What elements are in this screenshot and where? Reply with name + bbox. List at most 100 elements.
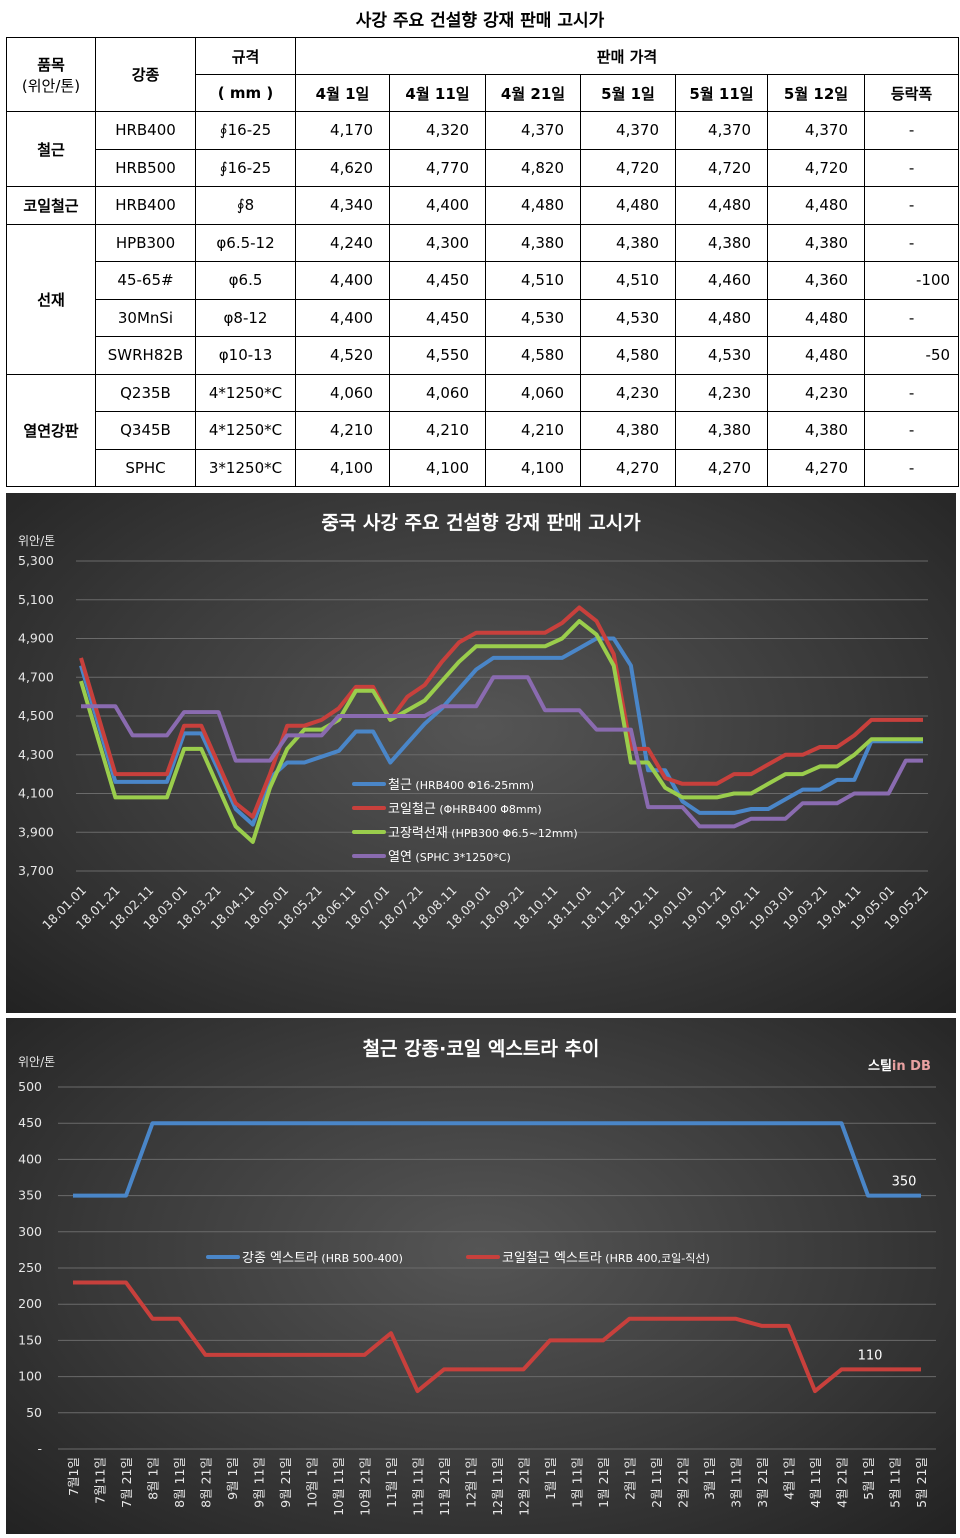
change-cell: -100	[863, 261, 960, 300]
header-date: 5월 11일	[675, 74, 768, 112]
legend-label: 고장력선재 (HPB300 Φ6.5~12mm)	[388, 826, 578, 841]
series-line	[79, 605, 923, 819]
header-date: 4월 21일	[485, 74, 581, 112]
spec-cell: ∮8	[195, 186, 296, 225]
price-cell: 4,060	[389, 373, 486, 412]
price-cell: 4,380	[485, 223, 581, 262]
y-tick-label: 4,700	[18, 669, 54, 684]
x-tick-label: 9월 1일	[225, 1457, 240, 1500]
spec-cell: φ8-12	[195, 298, 296, 337]
x-tick-label: 11월 1일	[384, 1457, 399, 1508]
price-cell: 4,480	[767, 298, 865, 337]
price-cell: 4,100	[485, 448, 581, 487]
grade-cell: HRB500	[95, 148, 196, 187]
legend-label: 강종 엑스트라 (HRB 500-400)	[242, 1251, 403, 1266]
y-tick-label: 150	[18, 1332, 42, 1347]
y-tick-label: 400	[18, 1151, 42, 1166]
price-cell: 4,510	[485, 261, 581, 300]
price-cell: 4,530	[580, 298, 676, 337]
price-cell: 4,580	[485, 336, 581, 375]
header-spec: 규격	[195, 37, 296, 75]
price-cell: 4,400	[389, 186, 486, 225]
y-tick-label: 300	[18, 1224, 42, 1239]
price-cell: 4,270	[675, 448, 768, 487]
header-item: 품목 (위안/톤)	[6, 37, 96, 112]
x-tick-label: 8월 11일	[172, 1457, 187, 1508]
grade-cell: Q235B	[95, 373, 196, 412]
x-tick-label: 2월 1일	[623, 1457, 638, 1500]
x-tick-label: 3월 11일	[729, 1457, 744, 1508]
series-line	[73, 1280, 921, 1394]
table-row: 선재 HPB300 φ6.5-12 4,240 4,300 4,380 4,380 4,380…	[6, 223, 960, 375]
x-tick-label: 12월 21일	[517, 1457, 532, 1516]
price-cell: 4,300	[389, 223, 486, 262]
price-cell: 4,230	[767, 373, 865, 412]
price-cell: 4,380	[580, 411, 676, 450]
price-cell: 4,620	[295, 148, 390, 187]
x-tick-label: 8월 1일	[146, 1457, 161, 1500]
price-cell: 4,100	[389, 448, 486, 487]
x-tick-label: 7월11일	[93, 1457, 108, 1504]
category-cell: 선재	[6, 223, 96, 375]
change-cell: -	[863, 448, 960, 487]
x-tick-label: 9월 21일	[278, 1457, 293, 1508]
price-cell: 4,380	[767, 411, 865, 450]
header-date: 등락폭	[863, 74, 960, 112]
grade-cell: 30MnSi	[95, 298, 196, 337]
price-cell: 4,400	[295, 261, 390, 300]
x-tick-label: 3월 21일	[755, 1457, 770, 1508]
x-tick-label: 10월 11일	[331, 1457, 346, 1516]
spec-cell: ∮16-25	[195, 111, 296, 150]
x-tick-label: 3월 1일	[702, 1457, 717, 1500]
y-tick-label: 200	[18, 1296, 42, 1311]
y-tick-label: 350	[18, 1188, 42, 1203]
y-axis-unit: 위안/톤	[18, 534, 55, 548]
header-sales-price: 판매 가격	[294, 37, 960, 75]
y-tick-label: 250	[18, 1260, 42, 1275]
spec-cell: φ6.5-12	[195, 223, 296, 262]
series-line	[81, 675, 923, 829]
price-cell: 4,510	[580, 261, 676, 300]
series-line	[73, 1121, 921, 1198]
chart-title: 철근 강종·코일 엑스트라 추이	[363, 1038, 600, 1060]
y-tick-label: 3,900	[18, 824, 54, 839]
header-date: 4월 11일	[389, 74, 486, 112]
x-tick-label: 1월 21일	[596, 1457, 611, 1508]
y-tick-label: -	[37, 1441, 42, 1456]
y-tick-label: 3,700	[18, 863, 54, 878]
price-cell: 4,480	[675, 186, 768, 225]
price-cell: 4,170	[295, 111, 390, 150]
price-cell: 4,400	[295, 298, 390, 337]
price-cell: 4,530	[485, 298, 581, 337]
header-date: 5월 1일	[580, 74, 676, 112]
price-cell: 4,460	[675, 261, 768, 300]
x-tick-label: 2월 21일	[676, 1457, 691, 1508]
change-cell: -	[863, 411, 960, 450]
price-cell: 4,230	[580, 373, 676, 412]
x-tick-label: 1월 1일	[543, 1457, 558, 1500]
header-row: ( mm ) 4월 1일 4월 11일 4월 21일 5월 1일 5월 11일 5월 12일…	[7, 74, 960, 112]
table-row: HRB500 ∮16-25 4,620 4,770 4,820 4,720 4,720 4,7…	[7, 148, 960, 187]
change-cell: -	[863, 298, 960, 337]
spec-cell: 4*1250*C	[195, 411, 296, 450]
price-trend-chart: 중국 사강 주요 건설향 강재 판매 고시가 위안/톤 5,300 5,100 4,90…	[6, 493, 956, 1013]
y-tick-label: 500	[18, 1079, 42, 1094]
price-cell: 4,270	[767, 448, 865, 487]
table-row: 열연강판 Q235B 4*1250*C 4,060 4,060 4,060 4,230 4,2…	[6, 373, 960, 487]
table-row: SWRH82B φ10-13 4,520 4,550 4,580 4,580 4,530 4,…	[7, 336, 960, 375]
price-cell: 4,380	[580, 223, 676, 262]
grade-cell: HPB300	[95, 223, 196, 262]
price-cell: 4,450	[389, 261, 486, 300]
x-tick-label: 10월 1일	[305, 1457, 320, 1508]
price-cell: 4,240	[295, 223, 390, 262]
series-line	[79, 636, 923, 827]
brand-logo: 스틸in DB	[868, 1059, 931, 1074]
legend-label: 코일철근 엑스트라 (HRB 400,코일-직선)	[502, 1251, 710, 1266]
header-date: 5월 12일	[767, 74, 865, 112]
x-tick-label: 5월 11일	[888, 1457, 903, 1508]
grade-cell: 45-65#	[95, 261, 196, 300]
series-line	[79, 619, 923, 844]
price-cell: 4,210	[389, 411, 486, 450]
